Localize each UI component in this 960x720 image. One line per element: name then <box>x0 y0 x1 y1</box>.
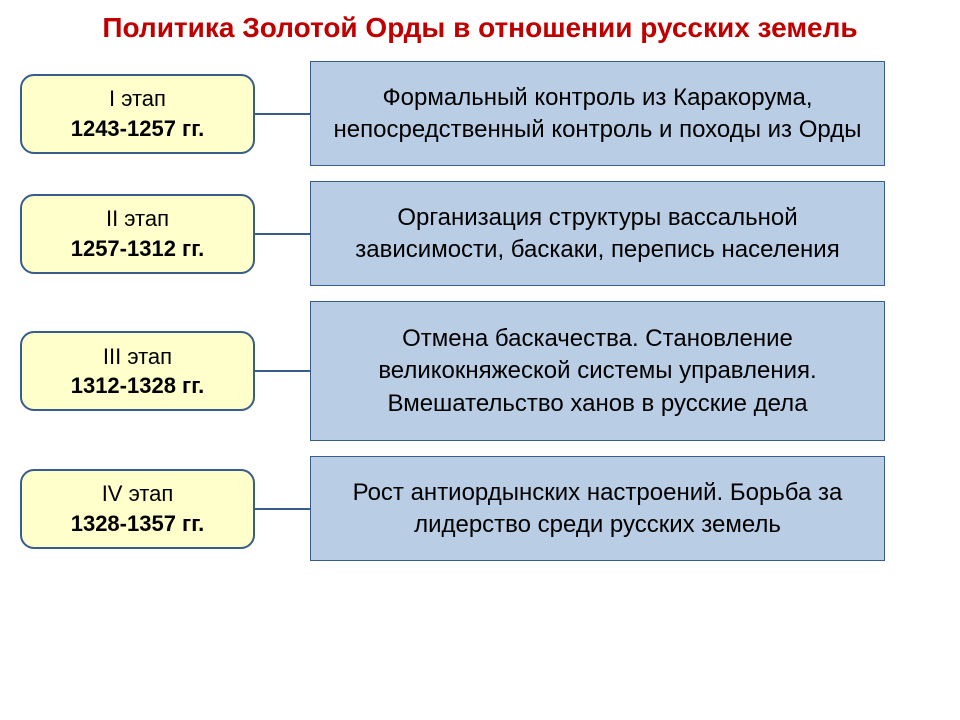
stage-label: IV этап <box>30 479 245 509</box>
diagram-title: Политика Золотой Орды в отношении русски… <box>20 10 940 46</box>
connector-line <box>255 113 310 115</box>
connector-line <box>255 370 310 372</box>
stage-years: 1243-1257 гг. <box>30 114 245 144</box>
stage-years: 1312-1328 гг. <box>30 371 245 401</box>
connector-line <box>255 233 310 235</box>
stage-box-3: III этап 1312-1328 гг. <box>20 331 255 411</box>
stage-label: II этап <box>30 204 245 234</box>
stage-box-4: IV этап 1328-1357 гг. <box>20 469 255 549</box>
stage-label: III этап <box>30 342 245 372</box>
stage-row: III этап 1312-1328 гг. Отмена баскачеств… <box>20 301 940 441</box>
stage-row: II этап 1257-1312 гг. Организация структ… <box>20 181 940 286</box>
stage-desc-1: Формальный контроль из Каракорума, непос… <box>310 61 885 166</box>
stage-label: I этап <box>30 84 245 114</box>
stage-box-1: I этап 1243-1257 гг. <box>20 74 255 154</box>
stage-years: 1328-1357 гг. <box>30 509 245 539</box>
diagram-rows: I этап 1243-1257 гг. Формальный контроль… <box>20 61 940 561</box>
stage-desc-2: Организация структуры вассальной зависим… <box>310 181 885 286</box>
stage-row: I этап 1243-1257 гг. Формальный контроль… <box>20 61 940 166</box>
stage-box-2: II этап 1257-1312 гг. <box>20 194 255 274</box>
stage-desc-3: Отмена баскачества. Становление великокн… <box>310 301 885 441</box>
stage-row: IV этап 1328-1357 гг. Рост антиордынских… <box>20 456 940 561</box>
stage-years: 1257-1312 гг. <box>30 234 245 264</box>
stage-desc-4: Рост антиордынских настроений. Борьба за… <box>310 456 885 561</box>
connector-line <box>255 508 310 510</box>
